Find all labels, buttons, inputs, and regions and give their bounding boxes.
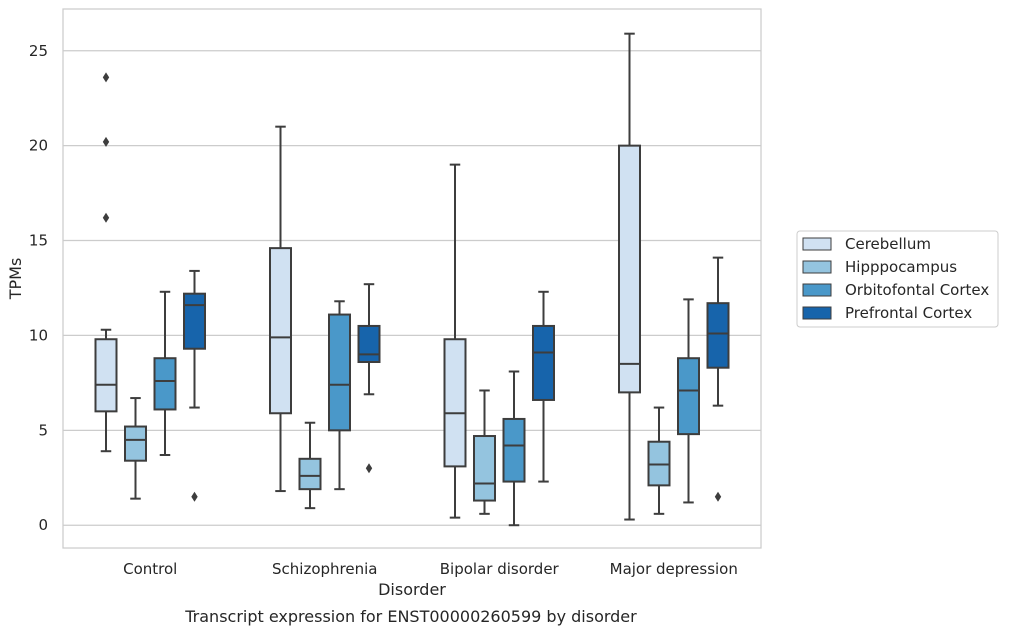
- box-orbitofontal-cortex: [502, 370, 526, 527]
- legend: Cerebellum Hipppocampus Orbitofontal Corte…: [796, 230, 999, 328]
- y-axis-title: TPMs: [6, 258, 25, 301]
- plot-area-frame: [62, 8, 762, 549]
- y-tick-label: 5: [38, 421, 48, 439]
- box-iqr: [328, 313, 351, 432]
- legend-swatch: [802, 283, 832, 297]
- x-tick-label: Control: [123, 560, 177, 578]
- box-orbitofontal-cortex: [328, 300, 351, 491]
- legend-swatch: [802, 260, 832, 274]
- legend-swatch: [802, 306, 832, 320]
- y-tick-label: 10: [29, 326, 48, 344]
- y-tick-labels: 0 5 10 15 20 25: [29, 42, 48, 534]
- box-iqr: [473, 435, 496, 502]
- outlier-point: [102, 136, 110, 147]
- box-iqr: [677, 357, 700, 436]
- box-hipppocampus: [124, 397, 147, 500]
- box-cerebellum: [269, 125, 292, 493]
- box-orbitofontal-cortex: [153, 290, 177, 457]
- box-hipppocampus: [473, 389, 496, 515]
- x-tick-label: Bipolar disorder: [440, 560, 560, 578]
- box-cerebellum: [618, 32, 641, 521]
- box-prefrontal-cortex: [357, 283, 381, 474]
- box-prefrontal-cortex: [183, 269, 206, 502]
- box-prefrontal-cortex: [706, 256, 730, 502]
- chart-caption: Transcript expression for ENST0000026059…: [184, 607, 637, 626]
- box-iqr: [298, 457, 322, 491]
- box-hipppocampus: [298, 421, 322, 510]
- legend-label: Prefrontal Cortex: [845, 304, 972, 322]
- box-orbitofontal-cortex: [677, 298, 700, 504]
- y-tick-label: 0: [38, 516, 48, 534]
- x-tick-label: Major depression: [610, 560, 738, 578]
- box-iqr: [443, 338, 467, 468]
- box-hipppocampus: [647, 406, 671, 515]
- y-tick-label: 25: [29, 42, 48, 60]
- outlier-point: [714, 491, 722, 502]
- outlier-point: [365, 463, 373, 474]
- box-iqr: [706, 302, 730, 369]
- legend-label: Orbitofontal Cortex: [845, 281, 989, 299]
- x-axis-title: Disorder: [378, 580, 446, 599]
- x-tick-label: Schizophrenia: [272, 560, 377, 578]
- y-tick-label: 15: [29, 232, 48, 250]
- box-cerebellum: [443, 163, 467, 519]
- box-iqr: [532, 324, 555, 401]
- outlier-point: [191, 491, 198, 502]
- box-iqr: [357, 324, 381, 364]
- y-tick-label: 20: [29, 137, 48, 155]
- boxes: [94, 32, 730, 527]
- box-iqr: [124, 425, 147, 462]
- box-iqr: [183, 292, 206, 350]
- box-prefrontal-cortex: [532, 290, 555, 483]
- box-iqr: [502, 417, 526, 483]
- outlier-point: [102, 212, 110, 223]
- gridlines: [63, 50, 761, 526]
- legend-frame: [796, 230, 999, 328]
- box-iqr: [94, 338, 118, 413]
- x-tick-labels: Control Schizophrenia Bipolar disorder Majo…: [123, 560, 738, 578]
- box-iqr: [269, 247, 292, 415]
- legend-swatch: [802, 237, 832, 251]
- box-iqr: [153, 357, 177, 411]
- box-iqr: [618, 144, 641, 394]
- legend-label: Cerebellum: [845, 235, 931, 253]
- outlier-point: [102, 72, 110, 83]
- box-cerebellum: [94, 72, 118, 453]
- legend-label: Hipppocampus: [845, 258, 957, 276]
